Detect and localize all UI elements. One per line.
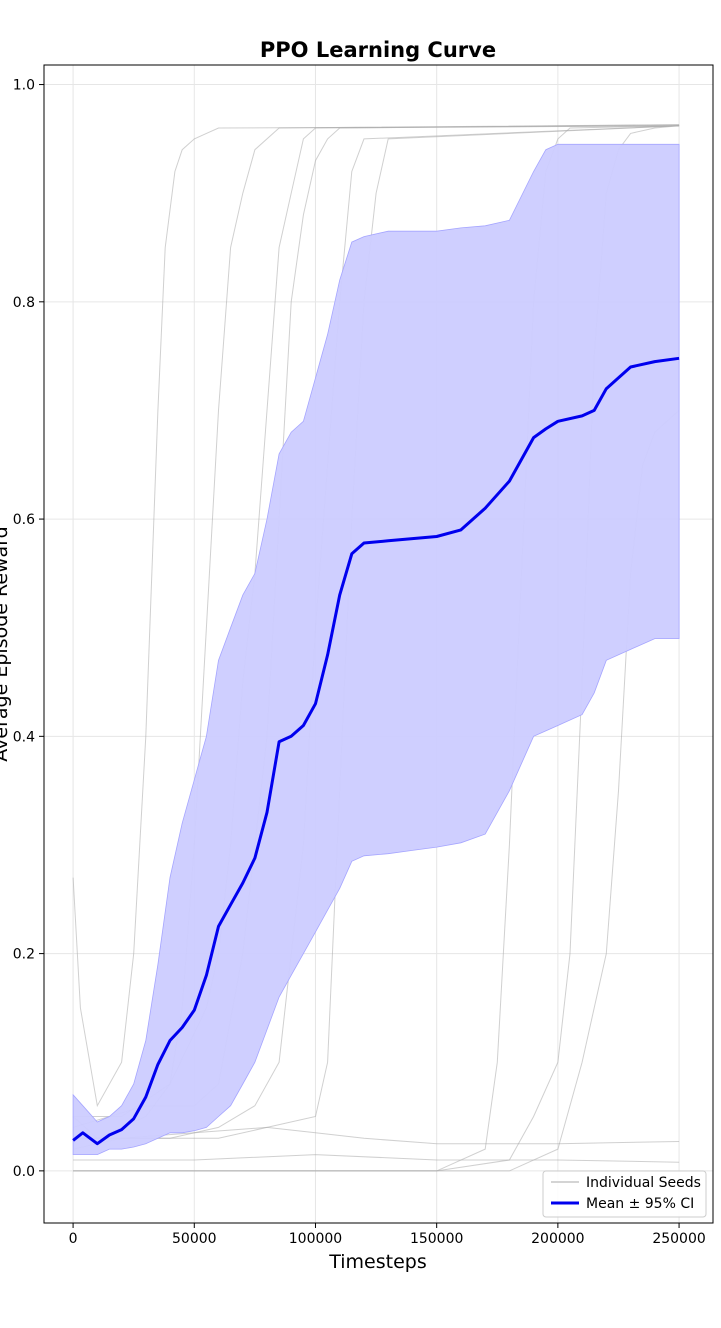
ci-band [72, 143, 680, 1155]
y-tick-label: 1.0 [13, 78, 35, 94]
y-tick-label: 0.6 [13, 512, 35, 528]
y-axis-label: Average Episode Reward [0, 526, 12, 761]
seed-line-11 [73, 1154, 680, 1163]
x-tick-label: 150000 [410, 1231, 463, 1247]
y-tick-label: 0.0 [13, 1164, 35, 1180]
x-tick-label: 50000 [172, 1231, 217, 1247]
chart-title: PPO Learning Curve [260, 38, 496, 62]
y-tick-label: 0.8 [13, 295, 35, 311]
x-tick-label: 100000 [289, 1231, 342, 1247]
axis-ticks: 0 50000 100000 150000 200000 250000 0.0 0.2 0.4 0… [13, 78, 706, 1247]
x-axis-label: Timesteps [328, 1251, 427, 1273]
legend-mean-label: Mean ± 95% CI [586, 1196, 694, 1212]
y-tick-label: 0.2 [13, 947, 35, 963]
plot-data [72, 124, 680, 1172]
legend-box [542, 1170, 707, 1218]
x-tick-label: 250000 [652, 1231, 705, 1247]
x-tick-label: 200000 [531, 1231, 584, 1247]
plot-frame [43, 64, 714, 1224]
legend-seed-label: Individual Seeds [586, 1175, 701, 1191]
y-tick-label: 0.4 [13, 729, 35, 745]
legend: Individual Seeds Mean ± 95% CI [542, 1170, 707, 1218]
mean-line [72, 356, 680, 1146]
seed-line-1 [72, 125, 680, 1108]
x-tick-label: 0 [69, 1231, 78, 1247]
